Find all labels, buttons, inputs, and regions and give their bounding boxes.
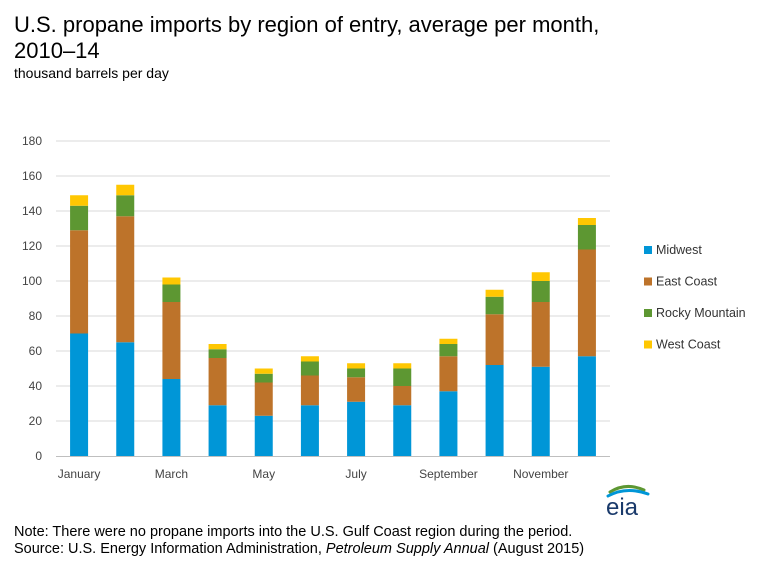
footnote: Note: There were no propane imports into… bbox=[14, 524, 584, 558]
bar-segment-rocky-mountain bbox=[116, 195, 135, 217]
x-tick-label: July bbox=[345, 467, 366, 481]
bar-segment-midwest bbox=[254, 415, 273, 456]
source-publication: Petroleum Supply Annual bbox=[325, 541, 489, 557]
logo-arc-green bbox=[608, 485, 646, 494]
bar-segment-east-coast bbox=[577, 249, 596, 357]
bar-segment-midwest bbox=[439, 391, 458, 456]
legend-swatch bbox=[644, 277, 652, 286]
x-tick-label: January bbox=[58, 467, 101, 481]
y-tick-label: 120 bbox=[22, 239, 42, 253]
chart-title: U.S. propane imports by region of entry,… bbox=[14, 12, 600, 63]
legend-swatch bbox=[644, 340, 652, 349]
bar-segment-midwest bbox=[577, 356, 596, 456]
bar-segment-east-coast bbox=[393, 386, 412, 406]
y-axis: 0 20 40 60 80 100 120 140 160 180 bbox=[22, 134, 42, 463]
bar-segment-midwest bbox=[347, 401, 366, 456]
logo-arc-blue bbox=[606, 489, 650, 498]
bar-segment-east-coast bbox=[531, 302, 550, 367]
x-axis: January March May July September November bbox=[56, 456, 610, 481]
eia-logo: eia bbox=[606, 485, 650, 518]
legend-label: West Coast bbox=[656, 338, 721, 352]
legend-label: Rocky Mountain bbox=[656, 306, 746, 320]
bar-segment-rocky-mountain bbox=[439, 344, 458, 357]
bar-segment-west-coast bbox=[254, 368, 273, 374]
bar-segment-midwest bbox=[531, 366, 550, 456]
bar-segment-west-coast bbox=[439, 338, 458, 344]
y-tick-label: 0 bbox=[35, 449, 42, 463]
bar-segment-east-coast bbox=[116, 216, 135, 343]
source-prefix: Source: U.S. Energy Information Administ… bbox=[14, 541, 326, 557]
bar-segment-midwest bbox=[485, 365, 504, 456]
legend-label: Midwest bbox=[656, 243, 702, 257]
bar-segment-rocky-mountain bbox=[393, 368, 412, 386]
bar-segment-east-coast bbox=[439, 356, 458, 392]
source-line: Source: U.S. Energy Information Administ… bbox=[14, 541, 584, 558]
bar-segment-midwest bbox=[70, 333, 89, 456]
bar-segment-rocky-mountain bbox=[577, 225, 596, 250]
y-tick-label: 60 bbox=[29, 344, 43, 358]
y-tick-label: 100 bbox=[22, 274, 42, 288]
bar-segment-rocky-mountain bbox=[531, 281, 550, 302]
x-tick-label: March bbox=[155, 467, 188, 481]
bar-segment-west-coast bbox=[485, 289, 504, 297]
bar-segment-west-coast bbox=[577, 218, 596, 225]
bar-segment-rocky-mountain bbox=[485, 296, 504, 315]
bar-segment-midwest bbox=[300, 405, 319, 456]
y-tick-label: 160 bbox=[22, 169, 42, 183]
bar-segment-midwest bbox=[116, 342, 135, 456]
logo-text: eia bbox=[606, 494, 639, 518]
y-tick-label: 40 bbox=[29, 379, 43, 393]
bar-segment-midwest bbox=[162, 379, 181, 456]
bar-segment-west-coast bbox=[347, 363, 366, 369]
bar-segment-west-coast bbox=[208, 344, 227, 350]
bar-segment-rocky-mountain bbox=[347, 368, 366, 378]
bar-segment-west-coast bbox=[116, 184, 135, 196]
legend: Midwest East Coast Rocky Mountain West Coas… bbox=[644, 243, 746, 352]
bar-segment-east-coast bbox=[70, 230, 89, 334]
note-text: Note: There were no propane imports into… bbox=[14, 524, 573, 540]
bar-segment-east-coast bbox=[254, 382, 273, 416]
y-tick-label: 180 bbox=[22, 134, 42, 148]
bar-segment-rocky-mountain bbox=[162, 284, 181, 302]
bar-segment-west-coast bbox=[70, 195, 89, 206]
legend-swatch bbox=[644, 309, 652, 317]
bar-segment-west-coast bbox=[162, 277, 181, 285]
bar-segment-rocky-mountain bbox=[70, 205, 89, 231]
bar-segment-midwest bbox=[208, 405, 227, 456]
bar-segment-east-coast bbox=[162, 302, 181, 379]
bar-segment-rocky-mountain bbox=[300, 361, 319, 376]
bar-segment-east-coast bbox=[300, 375, 319, 406]
x-tick-label: May bbox=[252, 467, 275, 481]
legend-label: East Coast bbox=[656, 275, 718, 289]
bar-segment-west-coast bbox=[393, 363, 412, 369]
x-tick-label: September bbox=[419, 467, 478, 481]
legend-swatch bbox=[644, 246, 652, 254]
bar-segment-east-coast bbox=[347, 377, 366, 402]
bar-segment-west-coast bbox=[531, 272, 550, 281]
y-tick-label: 80 bbox=[29, 309, 43, 323]
bar-segment-rocky-mountain bbox=[254, 373, 273, 383]
bar-segment-midwest bbox=[393, 405, 412, 456]
bar-segment-east-coast bbox=[208, 358, 227, 406]
y-tick-label: 20 bbox=[29, 414, 43, 428]
bars bbox=[70, 184, 596, 456]
source-suffix: (August 2015) bbox=[489, 541, 585, 557]
chart-subtitle: thousand barrels per day bbox=[14, 65, 169, 81]
bar-segment-west-coast bbox=[300, 356, 319, 362]
bar-segment-east-coast bbox=[485, 314, 504, 365]
gridlines bbox=[56, 140, 610, 422]
y-tick-label: 140 bbox=[22, 204, 42, 218]
bar-segment-rocky-mountain bbox=[208, 349, 227, 358]
x-tick-label: November bbox=[513, 467, 568, 481]
